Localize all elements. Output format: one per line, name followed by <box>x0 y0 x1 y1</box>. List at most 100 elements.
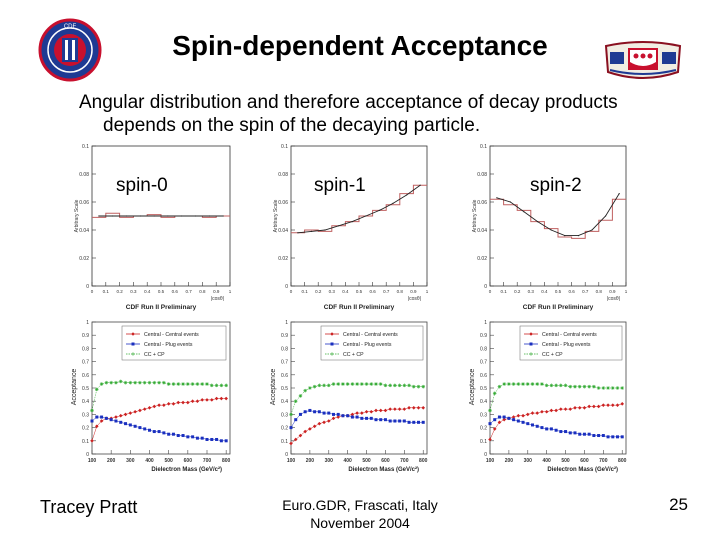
data-point-cp <box>346 414 350 418</box>
data-point-sum <box>360 382 364 386</box>
data-point-cc <box>615 403 620 407</box>
data-point-cc <box>374 408 378 413</box>
data-point-cc <box>142 407 147 411</box>
data-point-sum <box>502 382 506 386</box>
data-point-sum <box>393 383 397 388</box>
data-point-sum <box>364 382 369 386</box>
data-point-cp <box>493 418 497 422</box>
y-tick-label: 0.1 <box>82 439 89 445</box>
data-point-cc <box>166 402 171 406</box>
fit-point <box>392 202 394 204</box>
data-point-cc <box>303 429 307 434</box>
data-point-cp <box>421 420 425 424</box>
data-point-cp <box>545 427 549 431</box>
x-tick-label: 0.9 <box>410 289 417 294</box>
x-tick-label: 600 <box>381 458 390 464</box>
data-point-cc <box>114 415 118 419</box>
spin-label: spin-2 <box>530 175 582 196</box>
x-tick-label: 400 <box>145 458 154 464</box>
fit-point <box>406 194 408 196</box>
legend-marker <box>529 352 533 356</box>
data-point-cp <box>379 418 383 422</box>
data-point-sum <box>402 383 407 388</box>
x-axis-label: |cosθ| <box>408 296 421 302</box>
data-point-cc <box>138 408 142 413</box>
data-point-sum <box>190 382 195 386</box>
y-tick-label: 0.1 <box>281 439 288 445</box>
author-name: Tracey Pratt <box>40 497 138 517</box>
x-tick-label: 500 <box>164 458 173 464</box>
data-point-sum <box>383 383 388 388</box>
data-point-sum <box>298 394 303 398</box>
legend-label: Central - Central events <box>542 332 597 338</box>
y-tick-label: 1 <box>285 320 288 326</box>
data-point-sum <box>219 383 224 388</box>
y-tick-label: 0.1 <box>480 144 487 150</box>
data-point-cp <box>176 434 180 438</box>
data-point-cp <box>327 411 331 415</box>
data-point-cp <box>200 436 204 440</box>
data-point-cp <box>124 422 128 426</box>
data-point-cp <box>601 434 605 438</box>
data-point-cc <box>502 417 506 422</box>
data-point-sum <box>592 384 596 389</box>
data-point-sum <box>606 386 610 390</box>
data-point-cp <box>393 419 397 423</box>
legend-label: Central - Central events <box>343 332 398 338</box>
data-point-cc <box>511 415 516 419</box>
data-point-cp <box>582 432 586 436</box>
legend-label: Central - Plug events <box>542 342 591 348</box>
histogram-series <box>92 212 230 218</box>
y-tick-label: 0.4 <box>281 399 288 405</box>
data-point-cc <box>582 406 587 410</box>
cdf-logo-icon: CDF <box>38 18 102 82</box>
data-point-cc <box>195 399 200 403</box>
data-point-cp <box>388 419 392 423</box>
data-point-sum <box>209 383 214 388</box>
y-tick-label: 0.6 <box>82 373 89 379</box>
legend-label: Central - Central events <box>144 332 199 338</box>
x-tick-label: 0.5 <box>356 289 363 294</box>
x-tick-label: 600 <box>184 458 193 464</box>
data-point-cc <box>123 412 128 417</box>
x-tick-label: 400 <box>542 458 551 464</box>
data-point-sum <box>554 383 558 388</box>
y-tick-label: 0.3 <box>82 412 89 418</box>
y-tick-label: 0.5 <box>82 386 89 392</box>
data-point-sum <box>610 386 615 390</box>
data-point-cc <box>308 427 312 431</box>
y-tick-label: 0 <box>285 452 288 458</box>
spin-label: spin-1 <box>314 175 366 196</box>
data-point-sum <box>200 382 205 386</box>
data-point-cc <box>289 441 293 446</box>
data-point-cp <box>90 419 94 423</box>
data-point-cp <box>412 420 416 424</box>
data-point-cp <box>521 420 525 424</box>
data-point-cp <box>365 416 369 420</box>
data-point-cp <box>152 430 156 434</box>
fit-point <box>222 215 224 217</box>
x-tick-label: 200 <box>505 458 514 464</box>
data-point-cp <box>554 428 558 432</box>
x-tick-label: 0.4 <box>541 289 548 294</box>
data-point-sum <box>507 382 511 386</box>
data-point-sum <box>563 383 568 388</box>
data-point-sum <box>587 384 591 389</box>
x-tick-label: 0.7 <box>383 289 390 294</box>
data-point-sum <box>341 382 345 386</box>
x-tick-label: 800 <box>419 458 428 464</box>
x-tick-label: 0.2 <box>116 289 123 294</box>
data-point-sum <box>312 384 317 389</box>
data-point-cp <box>531 423 534 427</box>
data-point-sum <box>181 382 185 386</box>
y-tick-label: 1 <box>86 320 89 326</box>
data-point-cp <box>350 415 354 419</box>
y-tick-label: 0 <box>86 284 89 290</box>
data-point-cp <box>360 416 364 420</box>
data-point-sum <box>596 386 601 390</box>
data-point-cp <box>620 435 624 439</box>
data-point-cc <box>152 404 157 409</box>
data-point-cp <box>606 435 610 439</box>
data-point-cp <box>336 412 340 416</box>
fit-point <box>605 215 607 217</box>
